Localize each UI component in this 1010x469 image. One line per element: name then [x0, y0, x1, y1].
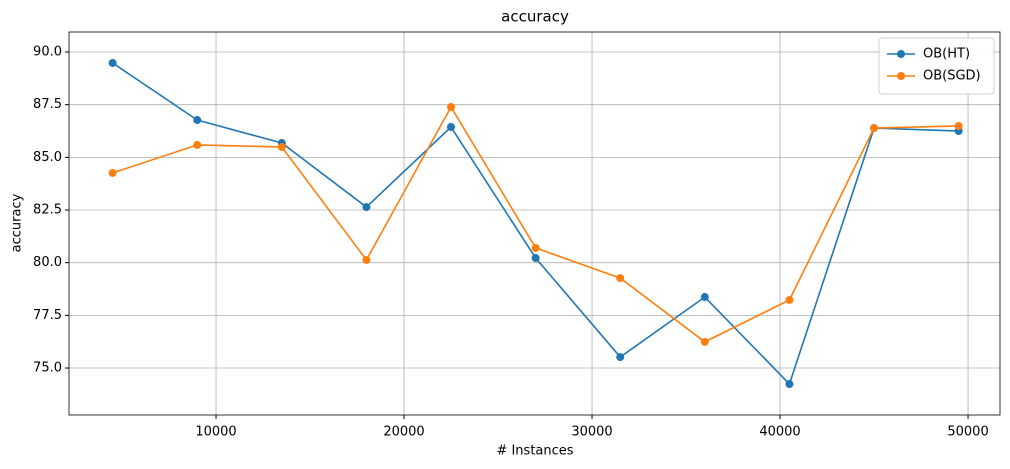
y-tick-label: 75.0 — [33, 361, 62, 376]
y-tick-label: 85.0 — [33, 150, 62, 165]
data-point — [362, 203, 371, 212]
x-tick-label: 50000 — [947, 425, 988, 440]
y-tick-label: 87.5 — [33, 97, 62, 112]
data-point — [785, 380, 794, 389]
data-point — [531, 254, 540, 263]
x-tick-label: 40000 — [759, 425, 800, 440]
y-tick-label: 80.0 — [33, 255, 62, 270]
legend-marker — [897, 50, 905, 58]
x-axis-label: # Instances — [496, 444, 573, 459]
legend-label: OB(HT) — [923, 47, 970, 62]
y-tick-label: 90.0 — [33, 45, 62, 60]
data-point — [193, 116, 202, 125]
data-point — [870, 124, 879, 133]
data-point — [700, 293, 709, 302]
x-tick-label: 30000 — [571, 425, 612, 440]
y-tick-label: 77.5 — [33, 308, 62, 323]
x-tick-label: 10000 — [195, 425, 236, 440]
legend-box — [878, 37, 995, 95]
data-point — [108, 58, 117, 67]
data-point — [362, 255, 371, 264]
data-point — [447, 102, 456, 111]
series-line — [112, 62, 959, 386]
data-point — [616, 274, 625, 283]
x-tick-label: 20000 — [383, 425, 424, 440]
data-point — [108, 168, 117, 177]
legend-marker — [897, 72, 905, 80]
data-point — [447, 123, 456, 132]
y-tick-label: 82.5 — [33, 203, 62, 218]
plot-frame — [68, 31, 1001, 416]
y-axis-label: accuracy — [10, 193, 25, 252]
legend-label: OB(SGD) — [923, 69, 981, 84]
data-point — [531, 243, 540, 252]
data-point — [785, 295, 794, 304]
series-line — [112, 105, 959, 343]
data-point — [616, 353, 625, 362]
data-point — [700, 337, 709, 346]
data-point — [277, 143, 286, 152]
data-point — [954, 121, 963, 130]
data-point — [193, 140, 202, 149]
chart-title: accuracy — [501, 8, 569, 26]
